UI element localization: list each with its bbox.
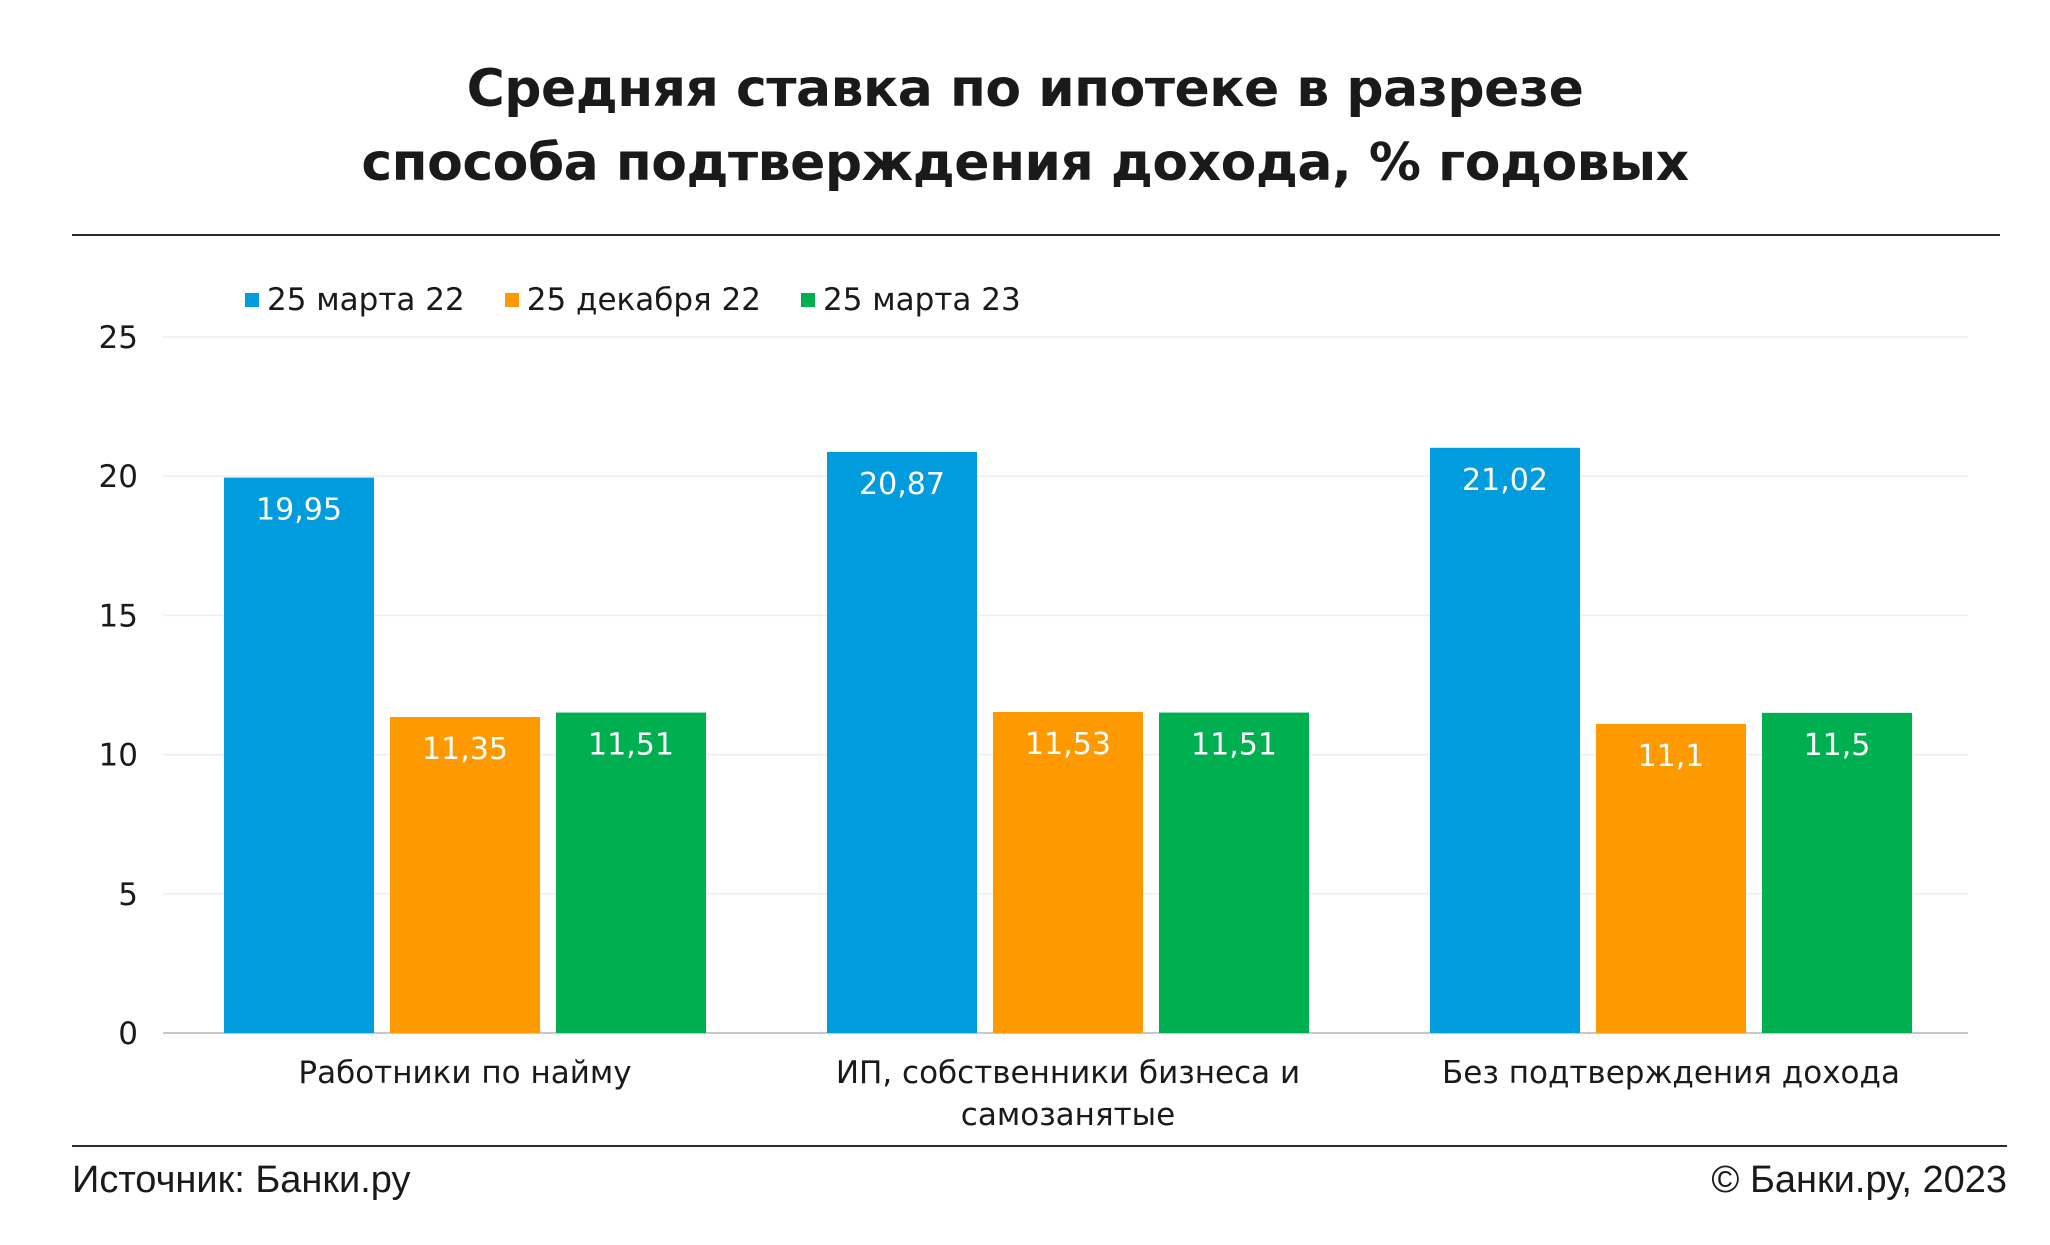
chart-title: Средняя ставка по ипотеке в разрезе спос…	[0, 52, 2050, 200]
legend-item-series-1: 25 марта 22	[245, 282, 465, 318]
y-tick-label: 10	[99, 738, 138, 774]
bar	[556, 712, 706, 1033]
legend-swatch-series-2	[504, 293, 519, 307]
legend-label-series-1: 25 марта 22	[267, 282, 465, 318]
bar	[1159, 712, 1309, 1033]
bar	[827, 451, 977, 1033]
chart-legend: 25 марта 22 25 декабря 22 25 марта 23	[245, 278, 1061, 322]
x-tick-label: ИП, собственники бизнеса и	[836, 1055, 1300, 1091]
bar	[993, 712, 1143, 1033]
y-tick-label: 25	[99, 320, 138, 356]
chart-title-line-2: способа подтверждения дохода, % годовых	[361, 133, 1689, 193]
bar-value-label: 11,51	[1191, 728, 1277, 763]
x-tick-label: Работники по найму	[298, 1055, 631, 1091]
x-axis-ticks: Работники по найму ИП, собственники бизне…	[298, 1055, 1900, 1133]
bar-value-label: 11,5	[1804, 728, 1871, 763]
y-axis-ticks: 0 5 10 15 20 25	[99, 320, 138, 1052]
legend-swatch-series-1	[245, 293, 259, 307]
legend-swatch-series-3	[801, 293, 815, 307]
bar-value-label: 19,95	[256, 493, 342, 528]
bottom-divider	[72, 1145, 2007, 1147]
bar	[224, 477, 374, 1033]
bar-value-label: 11,51	[588, 728, 674, 763]
bar-value-label: 11,1	[1638, 739, 1705, 774]
bar	[1762, 712, 1912, 1033]
y-tick-label: 0	[118, 1016, 138, 1052]
bar-value-label: 20,87	[859, 467, 945, 502]
bar	[1430, 447, 1580, 1033]
x-tick-label: Без подтверждения дохода	[1442, 1055, 1900, 1091]
top-divider	[72, 234, 2000, 236]
x-tick-label: самозанятые	[961, 1097, 1175, 1133]
bar-value-label: 11,53	[1025, 727, 1111, 762]
y-tick-label: 20	[99, 459, 138, 495]
legend-item-series-3: 25 марта 23	[801, 282, 1021, 318]
bar-value-label: 21,02	[1462, 463, 1548, 498]
bar-value-label: 11,35	[422, 732, 508, 767]
chart-title-line-1: Средняя ставка по ипотеке в разрезе	[466, 59, 1584, 119]
bar	[390, 717, 540, 1033]
y-tick-label: 15	[99, 598, 138, 634]
bars	[224, 447, 1912, 1033]
legend-label-series-2: 25 декабря 22	[526, 282, 761, 318]
copyright-note: © Банки.ру, 2023	[1711, 1159, 2007, 1201]
legend-item-series-2: 25 декабря 22	[504, 282, 761, 318]
y-tick-label: 5	[118, 877, 138, 913]
legend-label-series-3: 25 марта 23	[823, 282, 1021, 318]
bar	[1596, 723, 1746, 1033]
source-note: Источник: Банки.ру	[72, 1159, 411, 1201]
